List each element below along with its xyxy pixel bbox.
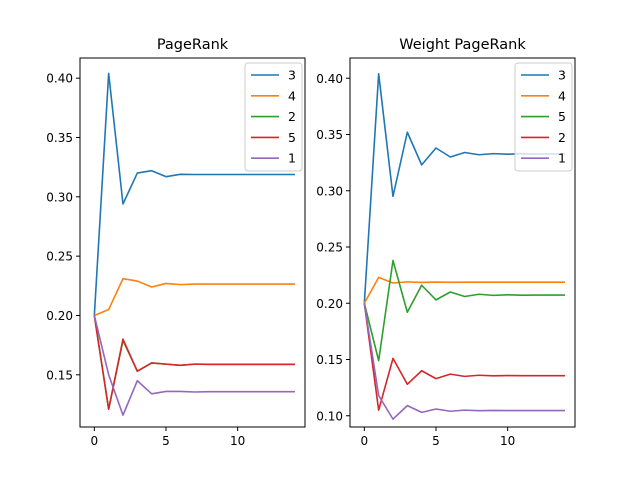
y-tick-label: 0.35 — [316, 128, 343, 142]
x-tick-label: 10 — [230, 434, 245, 448]
legend-label: 1 — [288, 151, 296, 166]
x-tick-label: 0 — [361, 434, 369, 448]
y-tick-label: 0.15 — [46, 368, 73, 382]
series-line-4 — [94, 277, 295, 317]
series-line-2 — [93, 315, 295, 411]
subplot-weight-pagerank: Weight PageRank 0 5 10 0.10 0.15 0.20 0.25 0.30 0… — [316, 37, 576, 448]
series-line-1 — [93, 315, 295, 416]
y-tick-label: 0.25 — [46, 250, 73, 264]
y-tick-label: 0.20 — [316, 297, 343, 311]
legend-label: 5 — [288, 130, 296, 145]
legend-label: 4 — [558, 88, 566, 103]
y-tick-label: 0.40 — [46, 72, 73, 86]
series-line-4 — [363, 276, 565, 304]
legend: 3 4 2 5 1 — [244, 62, 303, 172]
legend-label: 1 — [558, 151, 566, 166]
x-tick-label: 0 — [91, 434, 99, 448]
legend: 3 4 5 2 1 — [514, 62, 573, 172]
y-tick-label: 0.25 — [316, 241, 343, 255]
y-tick-label: 0.20 — [46, 309, 73, 323]
legend-label: 5 — [558, 109, 566, 124]
chart-title: Weight PageRank — [399, 37, 526, 53]
series-line-5 — [93, 315, 295, 411]
legend-label: 3 — [558, 68, 566, 83]
series-line-5 — [363, 259, 565, 362]
legend-label: 2 — [558, 130, 566, 145]
x-tick-label: 10 — [500, 434, 515, 448]
y-tick-label: 0.35 — [46, 131, 73, 145]
axes-frame — [349, 57, 576, 428]
y-tick-label: 0.30 — [46, 190, 73, 204]
axes-frame — [79, 57, 306, 428]
y-tick-label: 0.40 — [316, 72, 343, 86]
y-tick-label: 0.30 — [316, 184, 343, 198]
subplot-pagerank: PageRank 0 5 10 0.15 0.20 0.25 0.30 0.35 0.40 3 4 2 5… — [46, 37, 306, 448]
series-line-3 — [93, 72, 295, 316]
legend-label: 3 — [288, 68, 296, 83]
series-line-1 — [363, 303, 565, 420]
legend-label: 2 — [288, 109, 296, 124]
series-line-2 — [363, 303, 565, 411]
chart-title: PageRank — [157, 37, 229, 53]
legend-label: 4 — [288, 88, 296, 103]
x-tick-label: 5 — [432, 434, 440, 448]
x-tick-label: 5 — [162, 434, 170, 448]
y-tick-label: 0.10 — [316, 409, 343, 423]
y-tick-label: 0.15 — [316, 353, 343, 367]
